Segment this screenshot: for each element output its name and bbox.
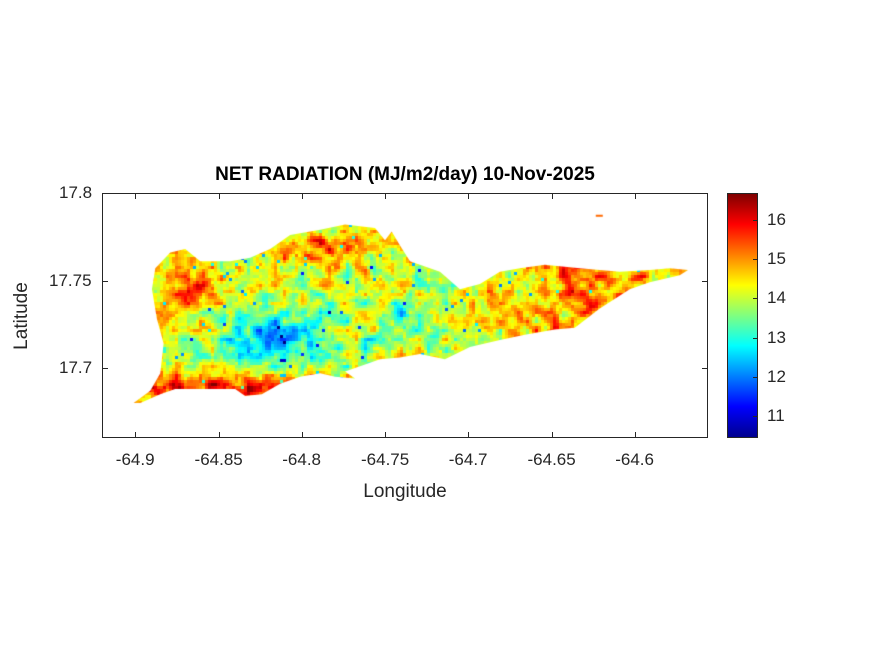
y-tick [102, 193, 108, 194]
x-tick-label: -64.6 [615, 450, 654, 469]
net-radiation-heatmap [103, 194, 707, 437]
x-tick-label: -64.7 [448, 450, 488, 469]
x-tick-top [218, 193, 220, 199]
map-axes [102, 193, 708, 438]
x-tick [301, 432, 303, 438]
x-tick [385, 432, 387, 438]
y-tick [102, 280, 108, 282]
colorbar-tick [753, 337, 758, 339]
x-tick [551, 432, 553, 438]
y-tick-right [702, 280, 708, 282]
x-tick-top [634, 193, 636, 199]
colorbar-tick-label: 12 [767, 366, 786, 386]
colorbar-tick-label: 16 [767, 210, 786, 230]
colorbar-tick-label: 11 [767, 406, 785, 426]
x-tick-label: -64.85 [194, 450, 243, 469]
x-tick [634, 432, 636, 438]
y-tick-label: 17.75 [49, 270, 92, 290]
x-tick-top [385, 193, 387, 199]
colorbar-tick [753, 416, 758, 418]
x-tick-top [468, 193, 470, 199]
y-tick [102, 368, 108, 369]
colorbar-tick-label: 13 [767, 327, 786, 347]
x-tick-label: -64.65 [527, 450, 576, 469]
x-tick [218, 432, 220, 438]
y-tick-right [702, 368, 708, 369]
colorbar-tick [753, 298, 758, 300]
x-tick [135, 432, 137, 438]
y-tick-label: 17.7 [59, 358, 93, 377]
colorbar-tick-label: 14 [767, 288, 786, 308]
y-tick-label: 17.8 [59, 183, 93, 202]
x-tick-label: -64.8 [282, 450, 322, 469]
colorbar-tick [753, 259, 758, 261]
colorbar [727, 193, 758, 438]
colorbar-tick [753, 376, 758, 378]
y-tick-right [702, 193, 708, 194]
chart-title: NET RADIATION (MJ/m2/day) 10-Nov-2025 [215, 164, 595, 185]
x-axis-label: Longitude [363, 481, 447, 502]
x-tick-label: -64.75 [361, 450, 410, 469]
x-tick-top [301, 193, 303, 199]
colorbar-tick [753, 220, 758, 222]
colorbar-tick-label: 15 [767, 249, 786, 269]
x-tick-label: -64.9 [115, 450, 155, 469]
y-axis-label: Latitude [11, 282, 32, 350]
x-tick [468, 432, 470, 438]
x-tick-top [135, 193, 137, 199]
x-tick-top [551, 193, 553, 199]
